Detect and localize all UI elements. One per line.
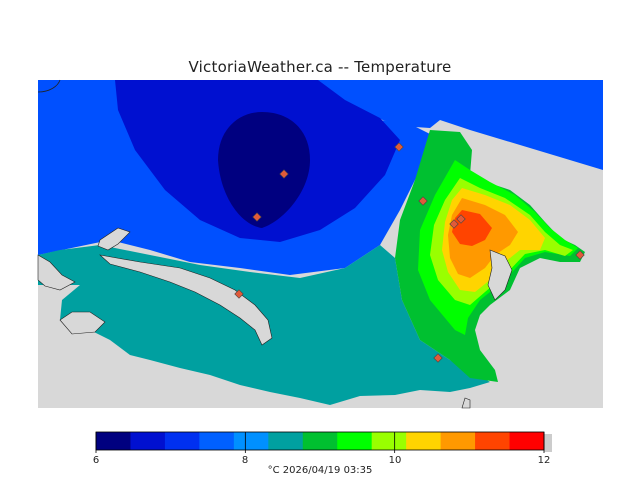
legend-swatch [233, 432, 269, 450]
legend-shadow [544, 434, 552, 452]
legend-tick-label: 6 [92, 455, 100, 466]
legend-caption: °C 2026/04/19 03:35 [267, 465, 373, 476]
legend-swatch [337, 432, 373, 450]
station-marker[interactable] [279, 169, 289, 179]
chart-title: VictoriaWeather.ca -- Temperature [188, 58, 452, 76]
weather-stations [234, 142, 585, 363]
inlet-shape [487, 249, 513, 301]
legend-swatch [371, 432, 407, 450]
legend-swatch [406, 432, 442, 450]
coast-corner [37, 79, 61, 93]
color-legend [95, 431, 552, 453]
inlet-shape [59, 311, 106, 335]
station-marker[interactable] [433, 353, 443, 363]
legend-tick-label: 12 [537, 455, 551, 466]
legend-swatch [130, 432, 166, 450]
contour-cool [38, 80, 603, 170]
legend-swatch [268, 432, 304, 450]
inlet-shape [99, 254, 273, 346]
legend-swatch [302, 432, 338, 450]
inlet-shape [97, 227, 131, 251]
contour-very-cold [218, 112, 310, 228]
inlet-shape [461, 397, 471, 409]
station-marker[interactable] [575, 250, 585, 260]
station-marker[interactable] [418, 196, 428, 206]
station-marker[interactable] [456, 214, 466, 224]
legend-tick-label: 10 [388, 455, 402, 466]
legend-swatch [199, 432, 235, 450]
legend-swatch [509, 432, 545, 450]
legend-swatch [164, 432, 200, 450]
legend-swatch [475, 432, 511, 450]
station-marker[interactable] [252, 212, 262, 222]
station-marker[interactable] [449, 219, 459, 229]
legend-tick-label: 8 [241, 455, 249, 466]
legend-swatch [96, 432, 131, 450]
station-marker[interactable] [394, 142, 404, 152]
station-marker[interactable] [234, 289, 244, 299]
inlet-shape [37, 254, 76, 291]
legend-swatch [440, 432, 476, 450]
